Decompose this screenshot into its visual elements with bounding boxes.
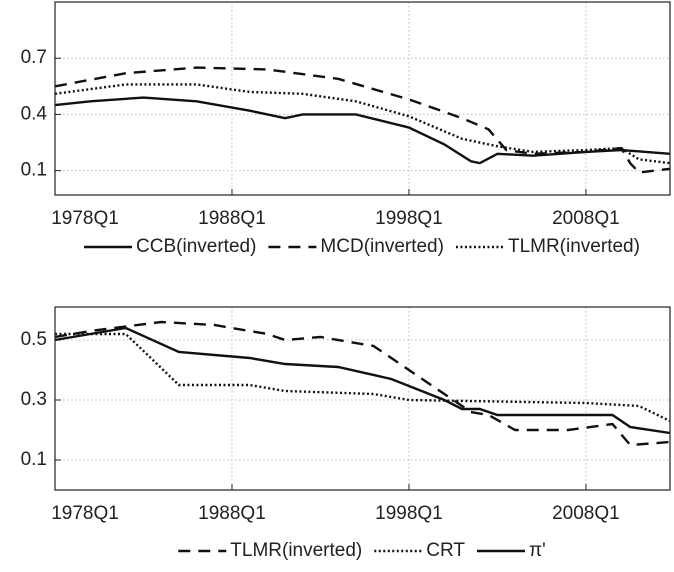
series-line [54, 96, 671, 165]
legend: TLMR(inverted) CRT π' [178, 540, 546, 561]
series-line [54, 83, 671, 165]
plot-frame [54, 1, 671, 196]
x-tick-label: 1978Q1 [51, 503, 119, 524]
legend-label: CCB(inverted) [136, 236, 256, 257]
x-tick-label: 2008Q1 [552, 208, 620, 229]
x-tick-label: 1978Q1 [51, 208, 119, 229]
legend-label: CRT [426, 540, 465, 561]
legend: CCB(inverted) MCD(inverted) TLMR(inverted) [84, 236, 640, 257]
x-tick-label: 1998Q1 [375, 503, 443, 524]
series-line [55, 332, 671, 423]
legend-label: TLMR(inverted) [230, 540, 362, 561]
series-line [54, 326, 671, 435]
y-tick-label: 0.3 [21, 389, 47, 410]
legend-label: TLMR(inverted) [508, 236, 640, 257]
x-tick-label: 1988Q1 [198, 208, 266, 229]
x-tick-label: 1998Q1 [375, 208, 443, 229]
legend-label: MCD(inverted) [320, 236, 444, 257]
x-tick-label: 1988Q1 [198, 503, 266, 524]
y-tick-label: 0.7 [21, 47, 47, 68]
series-line [54, 320, 671, 447]
plot-frame [54, 306, 671, 491]
y-tick-label: 0.1 [21, 160, 47, 181]
y-tick-label: 0.1 [21, 449, 47, 470]
x-tick-label: 2008Q1 [552, 503, 620, 524]
series-line [54, 66, 671, 174]
legend-label: π' [529, 540, 546, 561]
y-tick-label: 0.4 [21, 103, 48, 124]
y-tick-label: 0.5 [21, 329, 47, 350]
